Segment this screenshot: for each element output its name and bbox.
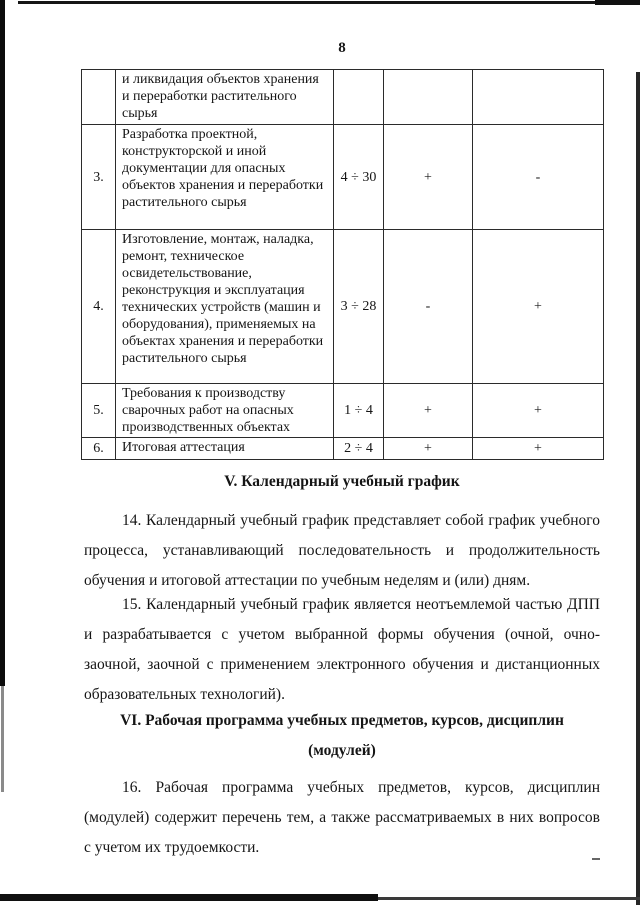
table-row: 5. Требования к производству сварочных ра… bbox=[81, 383, 604, 438]
scan-artifact-top-edge bbox=[18, 1, 640, 4]
hours-range-cell: 3 ÷ 28 bbox=[333, 229, 384, 384]
table-row: и ликвидация объектов хранения и перераб… bbox=[81, 69, 604, 125]
page-number: 8 bbox=[338, 40, 346, 56]
text-line: (модулей) содержит перечень тем, а также… bbox=[84, 809, 600, 826]
table-row: 6. Итоговая аттестация 2 ÷ 4 + + bbox=[81, 437, 604, 460]
curriculum-table-body: и ликвидация объектов хранения и перераб… bbox=[81, 69, 604, 460]
scan-artifact-left-edge bbox=[0, 0, 5, 686]
row-number-cell: 4. bbox=[81, 229, 116, 384]
section-vi-heading: VI. Рабочая программа учебных предметов,… bbox=[84, 706, 600, 766]
topic-name-cell: Итоговая аттестация bbox=[115, 437, 334, 460]
attestation-mark-cell bbox=[472, 69, 604, 125]
text-line: (модулей) bbox=[308, 742, 376, 759]
table-row: 4. Изготовление, монтаж, наладка, ремонт,… bbox=[81, 229, 604, 384]
text-line: с учетом их трудоемкости. bbox=[84, 839, 260, 856]
attestation-mark-cell: + bbox=[472, 383, 604, 438]
attestation-mark-cell: + bbox=[383, 383, 473, 438]
scan-artifact-bottom-edge-thin bbox=[378, 897, 640, 900]
row-number-cell: 3. bbox=[81, 124, 116, 230]
attestation-mark-cell: + bbox=[472, 437, 604, 460]
topic-name-cell: и ликвидация объектов хранения и перераб… bbox=[115, 69, 334, 125]
scan-artifact-bottom-edge bbox=[0, 894, 378, 901]
text-line: VI. Рабочая программа учебных предметов,… bbox=[120, 712, 564, 729]
row-number-cell: 5. bbox=[81, 383, 116, 438]
text-line: 15. Календарный учебный график является … bbox=[122, 596, 600, 613]
attestation-mark-cell: - bbox=[383, 229, 473, 384]
scan-artifact-top-right bbox=[595, 0, 640, 5]
curriculum-table: и ликвидация объектов хранения и перераб… bbox=[81, 69, 604, 460]
scan-artifact-left-edge-fade bbox=[1, 686, 4, 792]
attestation-mark-cell: - bbox=[472, 124, 604, 230]
row-number-cell: 6. bbox=[81, 437, 116, 460]
paragraph-15: 15. Календарный учебный график является … bbox=[84, 590, 600, 710]
table-row: 3. Разработка проектной, конструкторской … bbox=[81, 124, 604, 230]
text-line: процесса, устанавливающий последовательн… bbox=[84, 542, 600, 559]
text-line: 14. Календарный учебный график представл… bbox=[122, 512, 600, 529]
hours-range-cell: 2 ÷ 4 bbox=[333, 437, 384, 460]
text-line: обучения и итоговой аттестации по учебны… bbox=[84, 572, 531, 589]
attestation-mark-cell: + bbox=[383, 437, 473, 460]
attestation-mark-cell bbox=[383, 69, 473, 125]
paragraph-16: 16. Рабочая программа учебных предметов,… bbox=[84, 773, 600, 863]
text-line: 16. Рабочая программа учебных предметов,… bbox=[122, 779, 600, 796]
section-v-heading: V. Календарный учебный график bbox=[224, 473, 460, 490]
topic-name-cell: Требования к производству сварочных рабо… bbox=[115, 383, 334, 438]
hours-range-cell: 4 ÷ 30 bbox=[333, 124, 384, 230]
topic-name-cell: Разработка проектной, конструкторской и … bbox=[115, 124, 334, 230]
row-number-cell bbox=[81, 69, 116, 125]
text-line: и разрабатывается с учетом выбранной фор… bbox=[84, 626, 600, 643]
paragraph-14: 14. Календарный учебный график представл… bbox=[84, 506, 600, 596]
scan-artifact-right-edge bbox=[636, 72, 640, 905]
topic-name-cell: Изготовление, монтаж, наладка, ремонт, т… bbox=[115, 229, 334, 384]
scan-artifact-dash bbox=[592, 858, 600, 860]
text-line: образовательных технологий). bbox=[84, 686, 285, 703]
attestation-mark-cell: + bbox=[383, 124, 473, 230]
text-line: заочной, заочной с применением электронн… bbox=[84, 656, 600, 673]
attestation-mark-cell: + bbox=[472, 229, 604, 384]
hours-range-cell: 1 ÷ 4 bbox=[333, 383, 384, 438]
hours-range-cell bbox=[333, 69, 384, 125]
